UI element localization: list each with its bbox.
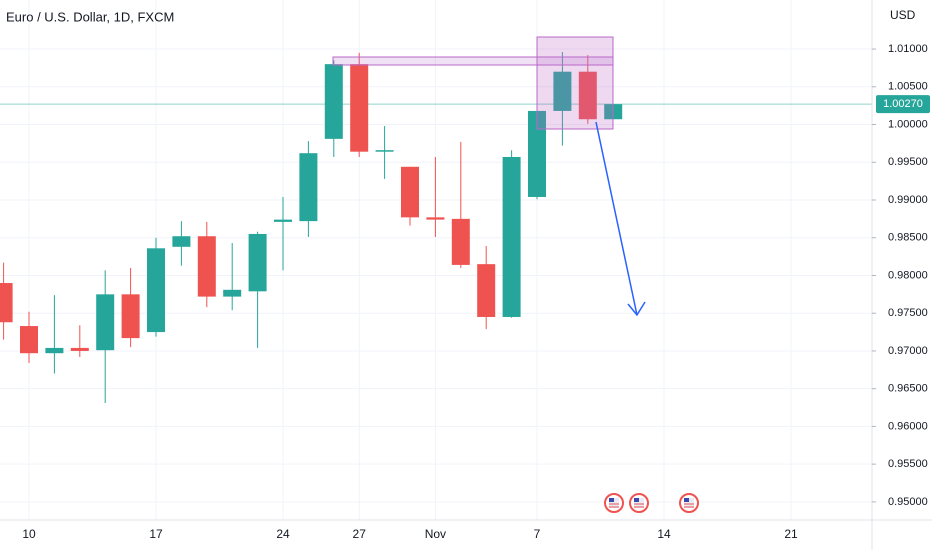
x-tick-label: 14 [657,527,671,541]
candle-body [401,166,419,218]
x-tick-label: 10 [22,527,36,541]
us-event-icon [679,493,699,513]
y-tick-label: 0.98000 [888,269,928,281]
x-tick-label: 21 [784,527,798,541]
candle-body [70,347,89,351]
candle-body [172,236,191,247]
y-tick-label: 0.95500 [888,458,928,470]
axes: 0.95000 0.95500 0.96000 0.96500 0.97000 0.975… [22,43,930,541]
candle-body [350,64,369,152]
y-axis-label: USD [890,8,916,22]
x-tick-label: 27 [353,527,367,541]
candle-body [20,326,38,354]
y-tick-label: 1.00000 [888,118,928,130]
candle-body [553,71,572,111]
y-tick-label: 1.01000 [888,43,928,55]
arrow-head [627,301,646,317]
candle-body [578,71,597,120]
grid [0,0,872,520]
candle-body [0,283,13,323]
us-event-icon [604,493,624,513]
y-tick-label: 1.00500 [888,81,928,93]
candle-body [324,64,343,139]
y-tick-label: 0.96000 [888,420,928,432]
candle-body [223,289,242,297]
last-price-label: 1.00270 [883,98,923,110]
candle-body [121,294,140,339]
y-tick-label: 0.95000 [888,496,928,508]
candle-body [197,236,216,297]
x-tick-label: 7 [534,527,541,541]
y-tick-label: 0.98500 [888,232,928,244]
x-tick-label: 17 [149,527,163,541]
y-tick-label: 0.97000 [888,345,928,357]
x-tick-label: 24 [276,527,290,541]
candle-body [248,233,267,292]
candle-body [96,294,115,351]
candle-body [299,153,318,222]
us-event-icon [629,493,649,513]
candles [0,52,623,404]
candle-body [451,218,470,265]
chart-title: Euro / U.S. Dollar, 1D, FXCM [6,9,174,24]
y-tick-label: 0.96500 [888,383,928,395]
candle-body [477,264,496,317]
candle-body [45,347,64,354]
candle-body [375,150,394,152]
event-icons [604,493,699,513]
candle-body [426,217,445,220]
candle-body [147,248,165,333]
y-tick-label: 0.97500 [888,307,928,319]
arrow [595,121,646,317]
x-tick-label: Nov [425,527,446,541]
candle-body [274,219,292,222]
y-tick-label: 0.99500 [888,156,928,168]
highlight-box [536,36,614,130]
last-price-box [876,95,930,114]
candle-body [528,110,546,197]
arrow-shaft [595,121,638,316]
y-tick-label: 0.99000 [888,194,928,206]
candle-body [502,156,521,317]
